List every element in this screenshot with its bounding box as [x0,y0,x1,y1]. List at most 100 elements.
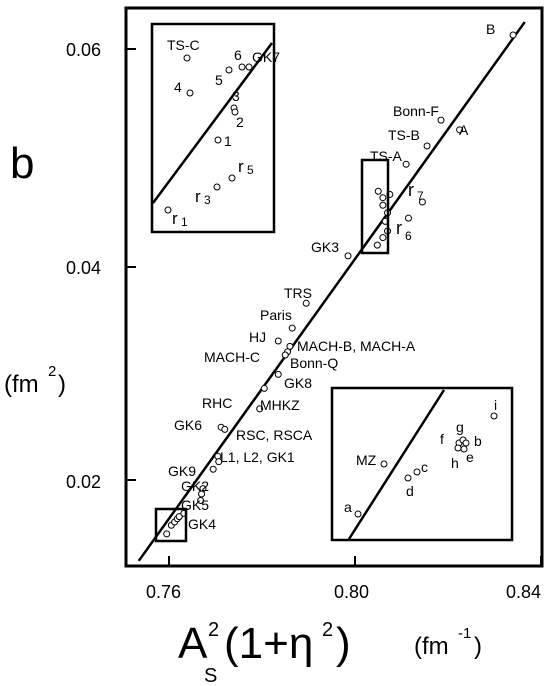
inset-point [454,444,462,452]
inset-label: 4 [174,79,182,95]
inset-bottom-points [354,412,498,518]
point-label: TS-A [370,148,403,164]
inset-point [490,412,498,420]
inset-label: 3 [232,88,240,104]
inset-point [460,445,468,453]
data-point [288,324,296,332]
r6-label: r [396,218,402,238]
point-labels: B Bonn-F A TS-B TS-A GK3 TRS Paris HJ MA… [168,21,495,532]
data-point [404,214,412,222]
x-label-rest: (1+η [224,619,313,668]
x-tick-label: 0.80 [334,582,369,602]
inset-point [462,439,470,447]
point-label: B [486,21,495,37]
x-ticks [168,556,542,566]
y-unit-text: (fm [4,371,39,398]
point-label: L1, L2, GK1 [220,449,295,465]
y-tick-label: 0.06 [66,40,101,60]
point-label: TS-B [388,127,420,143]
inset-point [238,63,246,71]
point-label: MACH-C [204,349,260,365]
data-point [256,405,264,413]
point-label: Bonn-F [393,103,439,119]
data-point [198,490,206,498]
zoom-box-upper [360,158,390,255]
r7-sub: 7 [417,189,424,203]
inset-r-label: r [195,187,201,206]
inset-point [164,206,172,214]
inset-label: h [451,455,459,471]
point-label: GK8 [284,375,312,391]
data-point [418,198,426,206]
inset-label: c [421,459,428,475]
x-unit-close: ) [474,633,482,660]
inset-bottom-frame [330,386,514,542]
data-point [281,351,289,359]
point-label: GK2 [181,478,209,494]
inset-point [404,474,412,482]
inset-point [183,54,191,62]
inset-top: TS-C 6 GK7 5 4 3 2 1 r 5 r 3 r 1 [150,22,280,234]
data-point [197,496,205,504]
y-unit-close: ) [58,371,66,398]
inset-point [225,66,233,74]
inset-label: 6 [234,47,242,63]
y-unit-sup: 2 [48,363,56,380]
point-label: TRS [284,285,312,301]
inset-top-points [164,54,253,214]
x-tick-label: 0.76 [146,582,181,602]
inset-point [354,510,362,518]
inset-bottom-fit-line [347,389,446,540]
data-point [344,252,352,260]
point-label: GK3 [311,239,339,255]
data-point [274,370,282,378]
inset-r-label: r [238,157,244,176]
inset-point [231,108,239,116]
data-point [509,31,517,39]
inset-label: b [474,433,482,449]
data-point [402,160,410,168]
inset-label: GK7 [252,49,280,65]
r6-sub: 6 [405,229,412,243]
inset-label: e [466,449,474,465]
data-point [209,465,217,473]
data-point [215,458,223,466]
data-point [260,384,268,392]
data-point [423,142,431,150]
y-tick-label: 0.04 [66,258,101,278]
x-label-sub: S [204,665,217,686]
data-point [437,116,445,124]
inset-point [186,89,194,97]
inset-label: f [440,431,444,447]
point-label: GK5 [181,497,209,513]
inset-r-sub: 1 [181,215,188,229]
point-label: MACH-B, MACH-A [297,338,416,354]
inset-label: 1 [224,133,232,149]
r-labels-main: r 7 r 6 [396,180,424,243]
inset-point [228,174,236,182]
panel-label: b [10,139,34,188]
plot-frame [124,6,544,568]
fit-line [137,21,526,562]
data-point [163,530,171,538]
inset-point [380,460,388,468]
data-point [373,241,381,249]
x-axis-label: A 2 S (1+η 2 ) (fm -1 ) [178,619,482,686]
inset-label: g [456,419,464,435]
y-ticks [126,48,136,481]
x-unit-text: (fm [414,633,449,660]
x-label-sup: 2 [208,619,219,641]
x-tick-label: 0.84 [506,582,541,602]
data-point [456,126,464,134]
inset-top-frame [150,22,276,234]
inset-point [413,468,421,476]
point-label: GK4 [188,516,216,532]
point-label: HJ [249,329,266,345]
r7-label: r [408,180,414,200]
inset-label: TS-C [167,37,200,53]
inset-r-label: r [172,209,178,228]
inset-point [213,183,221,191]
inset-point [245,63,253,71]
data-point [221,425,229,433]
